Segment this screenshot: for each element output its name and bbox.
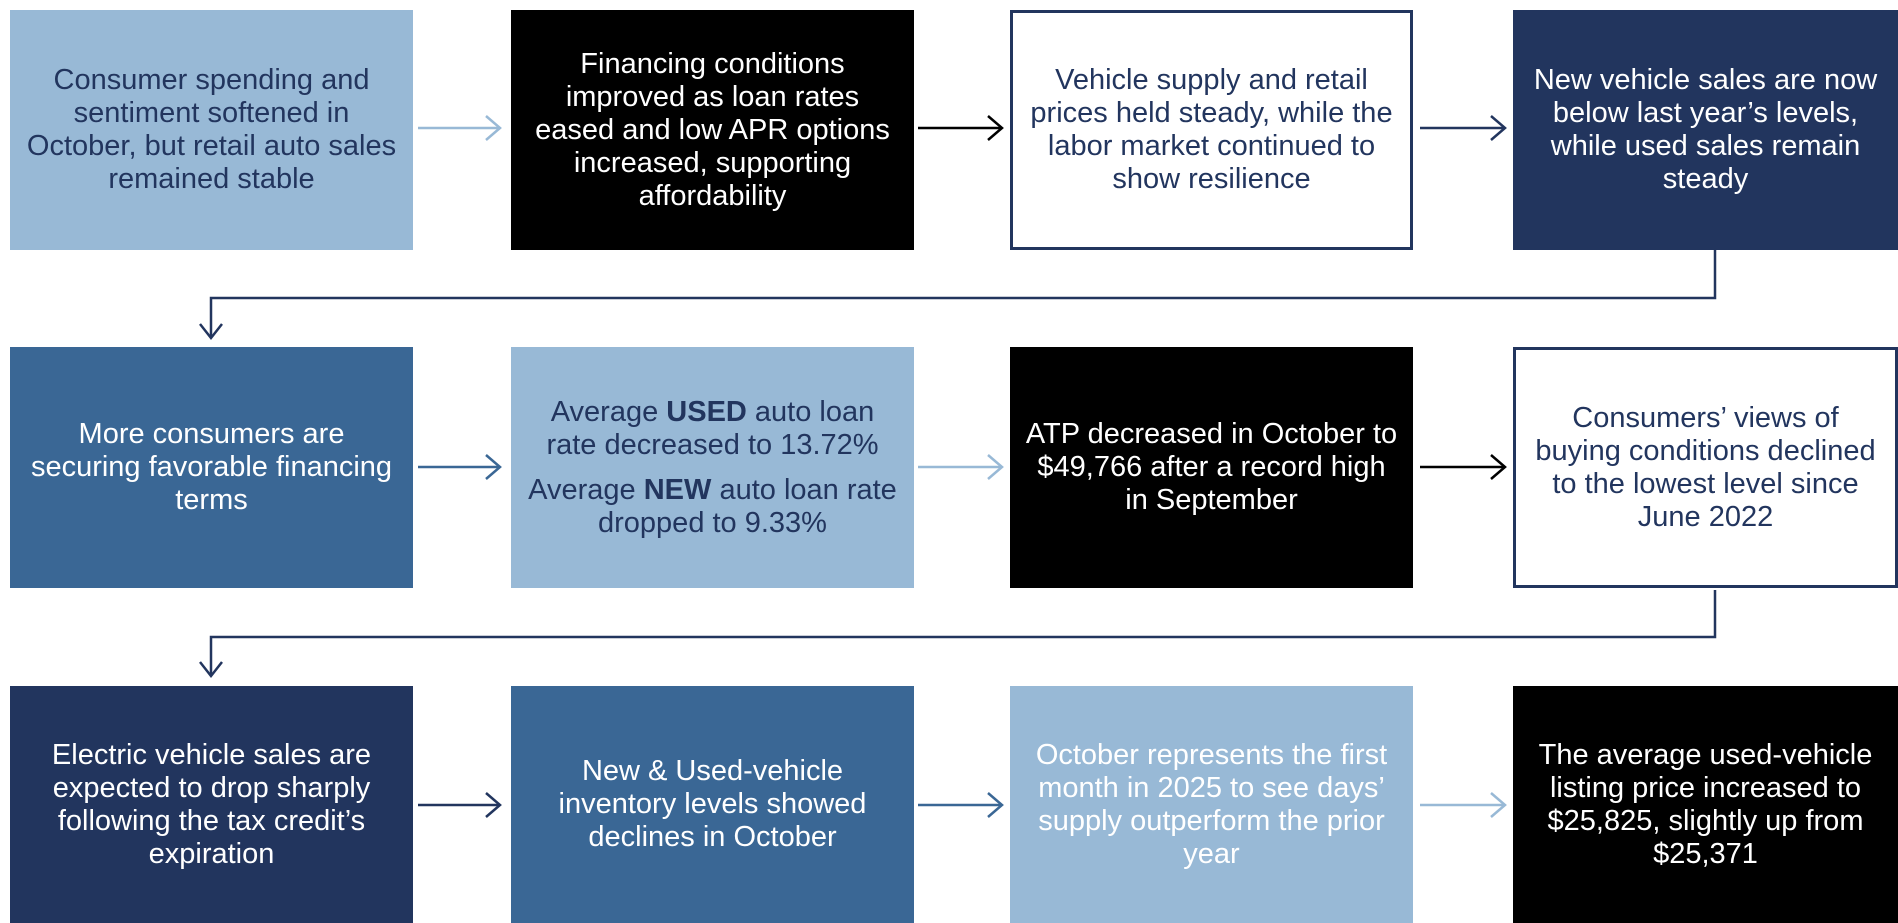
arrow <box>918 454 1004 480</box>
node: More consumers are securing favorable fi… <box>10 347 413 588</box>
arrow <box>918 115 1004 141</box>
paragraph: Average USED auto loan rate decreased to… <box>525 396 900 462</box>
arrow <box>1420 792 1507 818</box>
node: Consumer spending and sentiment softened… <box>10 10 413 250</box>
text: auto loan rate dropped to 9.33% <box>598 473 897 539</box>
paragraph: Average NEW auto loan rate dropped to 9.… <box>525 474 900 540</box>
node: Vehicle supply and retail prices held st… <box>1010 10 1413 250</box>
node: New vehicle sales are now below last yea… <box>1513 10 1898 250</box>
node: ATP decreased in October to $49,766 afte… <box>1010 347 1413 588</box>
node: Financing conditions improved as loan ra… <box>511 10 914 250</box>
node: New & Used-vehicle inventory levels show… <box>511 686 914 923</box>
arrow <box>418 454 502 480</box>
node: Electric vehicle sales are expected to d… <box>10 686 413 923</box>
emphasis: USED <box>666 395 747 428</box>
row-connector <box>199 590 1717 679</box>
text: auto loan rate decreased to 13.72% <box>546 395 879 461</box>
node: The average used-vehicle listing price i… <box>1513 686 1898 923</box>
node: Consumers’ views of buying conditions de… <box>1513 347 1898 588</box>
arrow <box>418 792 502 818</box>
emphasis: NEW <box>643 473 712 506</box>
arrow <box>418 115 502 141</box>
arrow <box>918 792 1004 818</box>
text: Average <box>550 395 667 428</box>
text: Average <box>528 473 644 506</box>
row-connector <box>199 250 1717 341</box>
arrow <box>1420 454 1507 480</box>
arrow <box>1420 115 1507 141</box>
node: Average USED auto loan rate decreased to… <box>511 347 914 588</box>
node: October represents the first month in 20… <box>1010 686 1413 923</box>
